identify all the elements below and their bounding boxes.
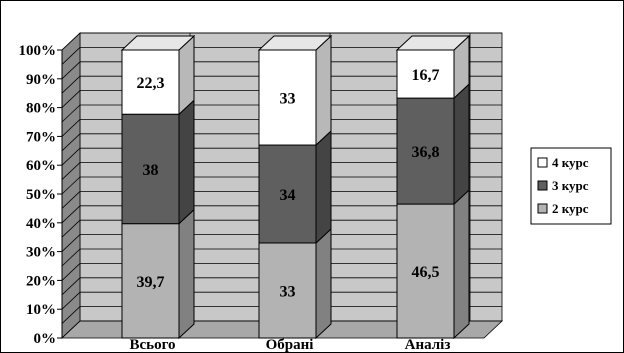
- bar-top-0: [120, 35, 196, 51]
- gridline-side: [61, 248, 81, 267]
- y-tick-label: 60%: [26, 158, 56, 174]
- gridline-side: [61, 47, 81, 65]
- y-tick-label: 100%: [19, 43, 57, 59]
- y-tick-label: 20%: [26, 273, 56, 289]
- bar-1-1: [258, 144, 317, 244]
- legend-label: 4 курс: [552, 155, 589, 170]
- bar-0-1: [258, 242, 317, 339]
- data-label: 34: [280, 187, 296, 204]
- legend-label: 3 курс: [552, 178, 589, 193]
- gridline-side: [61, 162, 81, 180]
- gridline-side: [61, 291, 81, 310]
- bar-1-0: [121, 113, 180, 225]
- y-tick-label: 40%: [26, 216, 56, 232]
- bar-top-2: [395, 35, 471, 51]
- bar-side-1-0: [178, 99, 195, 225]
- y-tick-label: 0%: [34, 331, 57, 347]
- y-tick-label: 70%: [26, 129, 56, 145]
- gridline-side: [61, 133, 81, 152]
- gridline-side: [61, 61, 81, 80]
- gridline-side: [61, 263, 81, 281]
- data-label: 36,8: [412, 144, 440, 161]
- bar-side-0-1: [315, 227, 332, 340]
- gridline-side: [61, 234, 81, 252]
- gridline-side: [61, 205, 81, 224]
- data-label: 33: [280, 283, 296, 300]
- legend-swatch: [537, 180, 548, 191]
- data-label: 22,3: [137, 75, 165, 92]
- bar-side-1-1: [315, 129, 332, 245]
- data-label: 39,7: [137, 274, 165, 291]
- bar-2-1: [258, 49, 317, 146]
- gridline-side: [61, 320, 81, 339]
- data-label: 46,5: [412, 264, 440, 281]
- gridline-side: [61, 277, 81, 296]
- bar-side-2-1: [315, 34, 332, 147]
- gridline-side: [61, 191, 81, 209]
- gridline-side: [61, 219, 81, 238]
- bar-side-0-0: [178, 208, 195, 340]
- bar-side-0-2: [453, 188, 470, 340]
- legend-label: 2 курс: [552, 201, 589, 216]
- bar-top-1: [257, 35, 333, 51]
- gridline-side: [61, 104, 81, 123]
- data-label: 33: [280, 91, 296, 108]
- gridline-side: [61, 119, 81, 137]
- y-tick-label: 10%: [26, 302, 56, 318]
- x-tick-label: Обрані: [266, 337, 314, 353]
- y-tick-label: 90%: [26, 72, 56, 88]
- gridline-side: [61, 176, 81, 195]
- gridline-side: [61, 306, 81, 324]
- x-tick-label: Всього: [129, 337, 175, 353]
- bar-2-2: [396, 49, 455, 99]
- data-label: 16,7: [412, 67, 440, 84]
- data-label: 38: [143, 162, 159, 179]
- bar-0-2: [396, 203, 455, 339]
- y-tick-label: 80%: [26, 101, 56, 117]
- bar-side-1-2: [453, 82, 470, 206]
- legend-swatch: [537, 157, 548, 168]
- gridline-side: [61, 75, 81, 94]
- legend-swatch: [537, 203, 548, 214]
- gridline-side: [61, 147, 81, 166]
- gridline-side: [61, 90, 81, 108]
- legend: 4 курс 3 курс 2 курс: [530, 147, 612, 225]
- x-tick-label: Аналіз: [405, 337, 451, 353]
- y-tick-label: 30%: [26, 245, 56, 261]
- bar-1-2: [396, 97, 455, 205]
- gridline-side: [61, 32, 81, 51]
- y-tick-label: 50%: [26, 187, 56, 203]
